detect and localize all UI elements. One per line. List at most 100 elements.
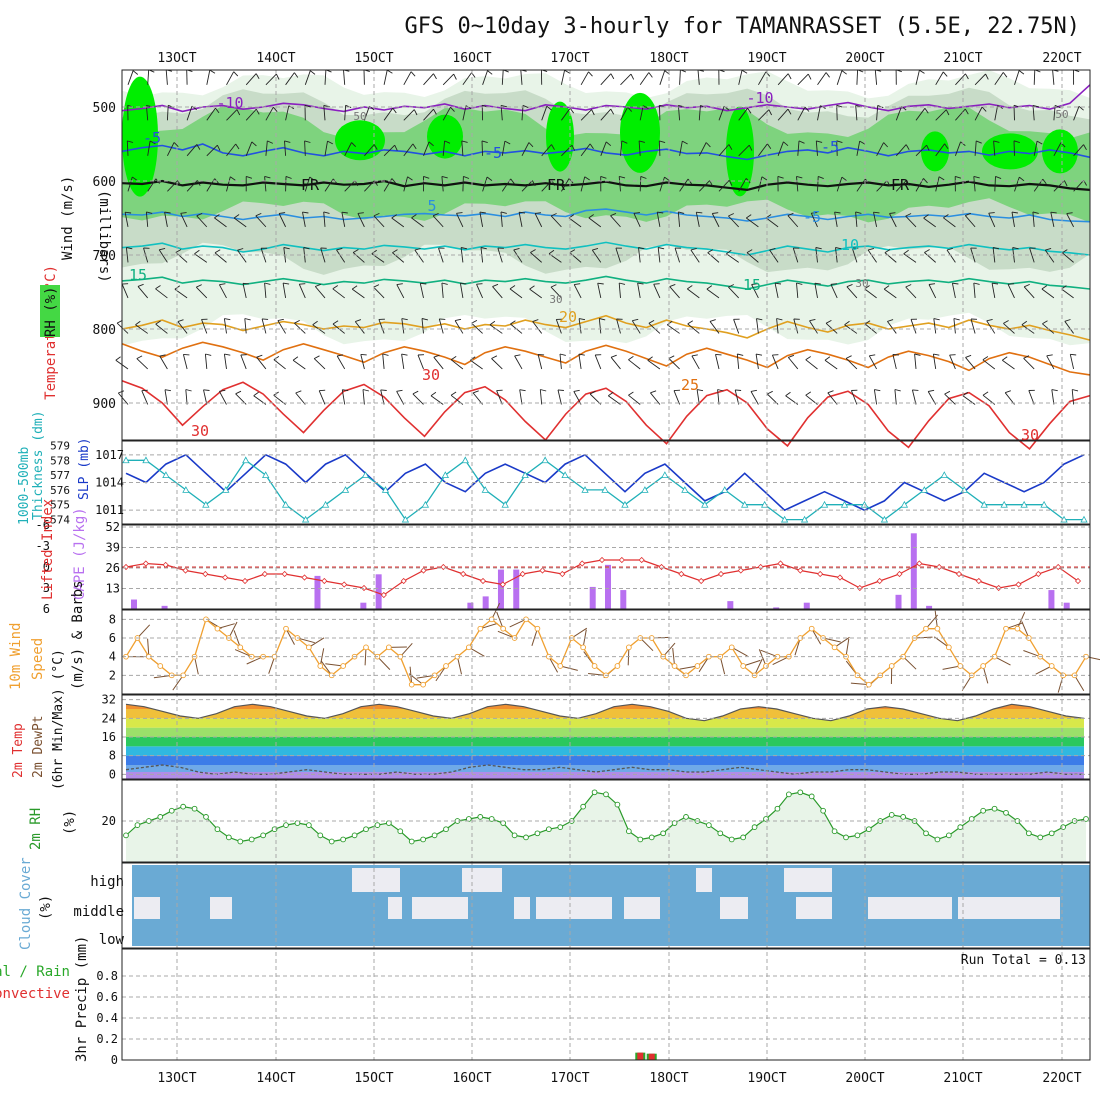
wind-barb <box>597 283 602 299</box>
rh2m-marker <box>340 836 346 843</box>
wind-barb <box>539 389 543 405</box>
wind-barb-flag <box>619 282 626 285</box>
panel-frame <box>121 440 1091 525</box>
wind-barb-flag <box>323 211 330 214</box>
wind-barb <box>944 393 956 405</box>
rh2m-marker <box>923 830 929 837</box>
rh2m-marker <box>351 832 358 839</box>
rh2m-marker <box>123 832 129 839</box>
wind-barb <box>206 144 218 157</box>
wind-barb <box>362 389 365 405</box>
wind-barb-flag <box>712 212 719 214</box>
wind-barb <box>927 391 937 405</box>
wind-barb <box>167 180 179 192</box>
wind-barb <box>734 389 740 405</box>
wind-barb-flag <box>450 106 455 112</box>
wind-barb <box>758 109 770 121</box>
wind-barb-flag <box>682 140 688 145</box>
wind10-barb <box>194 656 199 675</box>
wind-barb <box>874 69 878 85</box>
wind-barb-flag <box>433 108 437 115</box>
wind-barb-flag <box>589 143 594 150</box>
wind10-barb <box>497 630 515 639</box>
contour-label: 30 <box>1021 426 1039 444</box>
thickness-marker <box>122 456 130 464</box>
panel-frame <box>121 694 1091 780</box>
wind-barb <box>344 142 352 157</box>
x-tick-label-bottom: 15OCT <box>354 1071 393 1086</box>
wind-barb-flag <box>244 318 251 321</box>
thickness-marker <box>521 471 529 478</box>
rh2m-marker <box>614 801 621 808</box>
wind-barb <box>396 391 405 405</box>
wind-barb <box>824 359 838 370</box>
cape-bar <box>513 569 520 609</box>
wind-barb <box>318 390 326 405</box>
wind-barb-flag <box>173 142 179 148</box>
wind-barb <box>442 106 451 121</box>
wind10-barb <box>772 656 790 666</box>
wind-barb <box>1073 106 1080 121</box>
wind-barb-flag <box>284 140 291 143</box>
wind-barb-flag <box>578 353 585 356</box>
wind-barb-flag <box>1018 70 1025 75</box>
wind-barb-flag <box>313 355 320 359</box>
wind-barb <box>541 144 552 157</box>
wind-barb <box>126 140 129 156</box>
lifted-index-marker <box>737 567 744 574</box>
wind-barb <box>935 109 947 121</box>
wind-barb-flag <box>491 355 498 359</box>
cloud-block-middle <box>796 897 832 919</box>
wind-barb-flag <box>1021 320 1028 326</box>
temp2m-tick: 24 <box>102 711 116 725</box>
wind-barb-flag <box>796 282 803 285</box>
wind-barb <box>691 355 700 370</box>
wind-barb-flag <box>597 282 604 285</box>
cape-bar <box>589 586 596 609</box>
wind10-barb <box>137 624 151 639</box>
wind-barb-flag <box>337 354 344 357</box>
temp-contour-20 <box>121 314 1091 341</box>
wind-barb-flag <box>687 320 694 325</box>
wind-barb <box>911 389 917 405</box>
rh2m-marker <box>591 789 598 796</box>
wind10-barb <box>1021 621 1030 639</box>
wind-barb <box>180 213 188 228</box>
wind-barb <box>690 249 700 263</box>
cape-bar <box>314 575 321 609</box>
wind10-barb <box>571 627 588 639</box>
wind-barb <box>332 323 345 334</box>
wind-barb <box>677 105 681 121</box>
wind-barb-flag <box>1042 320 1048 325</box>
wind-barb-flag <box>787 73 792 80</box>
wind-barb <box>836 140 838 156</box>
wind-barb <box>324 141 328 156</box>
wind-barb <box>343 69 346 85</box>
wind10-barb <box>560 665 578 671</box>
wind-barb-flag <box>926 145 930 151</box>
wind-barb-flag <box>492 283 499 288</box>
wind-barb <box>994 72 1004 86</box>
thickness-marker <box>681 486 689 493</box>
wind-barb-flag <box>836 140 843 144</box>
wind-barb-flag <box>657 211 664 214</box>
wind10-barb <box>234 649 252 658</box>
wind-barb <box>796 282 799 298</box>
wind-barb-flag <box>285 175 292 179</box>
wind-barb-flag <box>529 285 535 290</box>
wind-barb-flag <box>841 70 847 75</box>
wind-barb-flag <box>180 212 187 214</box>
wind-barb-flag <box>164 389 171 392</box>
wind-barb-flag <box>776 318 783 321</box>
wind-barb-flag <box>805 391 812 396</box>
wind-barb <box>423 108 434 121</box>
wind-barb <box>600 73 612 86</box>
wind-barb-flag <box>439 318 446 320</box>
wind-barb <box>292 359 306 370</box>
wind-barb <box>673 390 681 405</box>
wind-barb <box>994 105 999 121</box>
wind-barb <box>245 141 253 157</box>
thickness-marker <box>780 515 789 523</box>
wind-barb <box>864 288 877 299</box>
wind-barb <box>793 318 799 334</box>
